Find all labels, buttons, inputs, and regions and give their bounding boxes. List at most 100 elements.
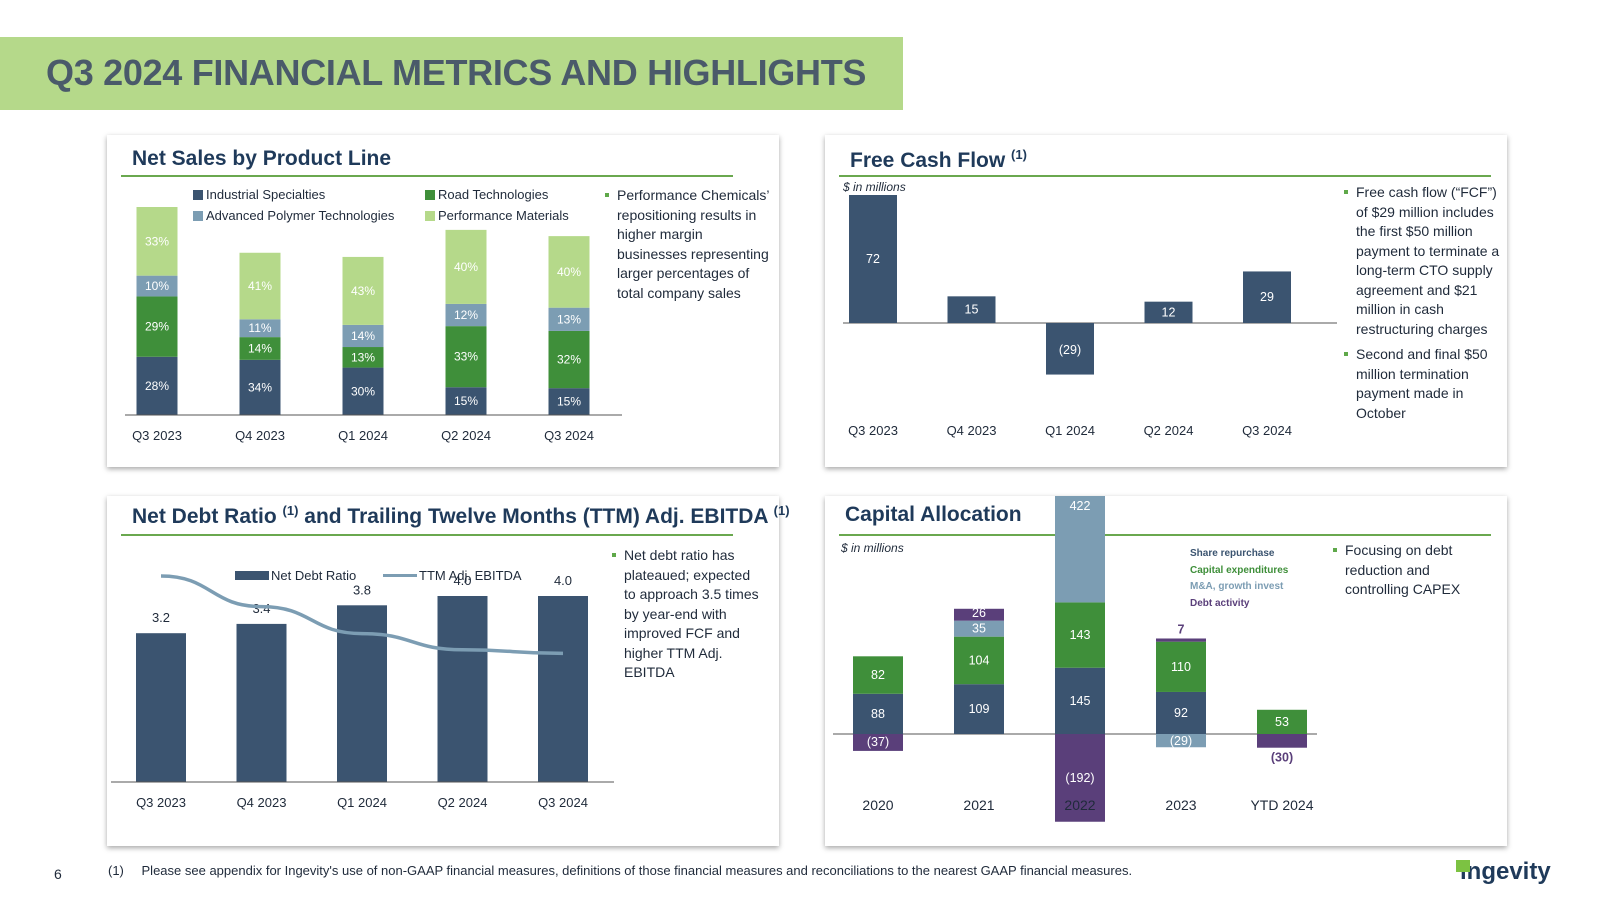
capital-bar-segment — [954, 620, 1004, 637]
fcf-chart: 72 Q3 2023 15 Q4 2023 (29) Q1 2024 12 Q2 2024 29… — [843, 195, 1337, 438]
x-tick-label: 2023 — [1165, 797, 1196, 813]
footnote-text: Please see appendix for Ingevity's use o… — [141, 863, 1133, 878]
data-label: 72 — [866, 252, 880, 266]
capital-bar-segment — [954, 636, 1004, 685]
data-label: 3.8 — [353, 582, 371, 597]
legend-swatch — [425, 211, 435, 221]
data-label: 7 — [1178, 622, 1185, 636]
net-debt-chart: 3.2 Q3 2023 3.4 Q4 2023 3.8 Q1 2024 4.0 Q2 2024… — [111, 573, 614, 810]
legend-swatch — [425, 190, 435, 200]
net-debt-title-a: Net Debt Ratio — [132, 505, 277, 528]
ttm-ebitda-line — [160, 574, 564, 656]
bar-segment — [445, 229, 487, 304]
capital-bar-segment — [1055, 734, 1105, 822]
data-label: 14% — [351, 329, 375, 343]
capital-legend: Share repurchase Capital expenditures M&… — [1190, 546, 1288, 612]
x-tick-label: Q1 2024 — [1045, 423, 1095, 438]
data-label: 29 — [1260, 290, 1274, 304]
capital-bar-segment — [954, 608, 1004, 621]
capital-bar-segment — [1156, 734, 1206, 748]
page-number: 6 — [54, 866, 62, 882]
legend-industrial-specialties: Industrial Specialties — [193, 187, 325, 202]
x-tick-label: Q1 2024 — [338, 428, 388, 443]
data-label: 32% — [557, 353, 581, 367]
capital-bar-segment — [1055, 667, 1105, 734]
x-tick-label: Q4 2023 — [237, 795, 287, 810]
x-tick-label: Q2 2024 — [441, 428, 491, 443]
legend-performance-materials: Performance Materials — [425, 208, 569, 223]
legend-label: Advanced Polymer Technologies — [206, 208, 395, 223]
capital-bar-segment — [1257, 734, 1307, 748]
bar-segment — [239, 252, 281, 320]
x-tick-label: Q3 2024 — [544, 428, 594, 443]
capital-bar-segment — [853, 693, 903, 734]
data-label: 33% — [145, 234, 169, 248]
footnote: (1) Please see appendix for Ingevity's u… — [108, 863, 1132, 878]
net-debt-bar — [538, 596, 588, 782]
net-debt-bar — [236, 623, 287, 782]
fcf-bar — [849, 195, 897, 323]
x-tick-label: 2022 — [1064, 797, 1095, 813]
legend-debt-activity: Debt activity — [1190, 597, 1250, 609]
data-label: 3.2 — [152, 610, 170, 625]
net-sales-title: Net Sales by Product Line — [132, 147, 392, 170]
capital-bar-segment — [1156, 638, 1206, 642]
data-label: 34% — [248, 380, 272, 394]
bar-segment — [342, 347, 384, 368]
capital-bar-segment — [1055, 496, 1105, 603]
net-sales-rule — [121, 175, 733, 177]
x-tick-label: Q2 2024 — [438, 795, 488, 810]
capital-note-item: Focusing on debt reduction and controlli… — [1333, 541, 1493, 600]
data-label: 35 — [972, 622, 986, 636]
capital-bar-segment — [1055, 602, 1105, 668]
capital-note: Focusing on debt reduction and controlli… — [1333, 541, 1493, 606]
data-label: 3.4 — [252, 601, 270, 616]
data-label: 29% — [145, 320, 169, 334]
net-debt-sup-b: (1) — [773, 503, 790, 518]
data-label: (30) — [1271, 751, 1293, 765]
data-label: 40% — [557, 265, 581, 279]
legend-label: Road Technologies — [438, 187, 549, 202]
x-tick-label: Q3 2023 — [848, 423, 898, 438]
legend-label: Net Debt Ratio — [271, 568, 357, 583]
capital-title: Capital Allocation — [845, 503, 1022, 526]
legend-advanced-polymer: Advanced Polymer Technologies — [193, 208, 394, 223]
bar-segment — [136, 296, 178, 357]
data-label: 145 — [1070, 694, 1091, 708]
legend-net-debt-ratio: Net Debt Ratio — [235, 568, 356, 583]
legend-ttm-ebitda: TTM Adj. EBITDA — [383, 568, 522, 583]
x-tick-label: Q3 2024 — [1242, 423, 1292, 438]
legend-swatch — [383, 574, 417, 577]
data-label: 33% — [454, 350, 478, 364]
capital-bar-segment — [853, 734, 903, 751]
data-label: 40% — [454, 260, 478, 274]
bar-segment — [239, 319, 281, 338]
x-tick-label: YTD 2024 — [1250, 797, 1313, 813]
fcf-title-sup: (1) — [1011, 147, 1027, 162]
page-title: Q3 2024 FINANCIAL METRICS AND HIGHLIGHTS — [46, 52, 867, 93]
fcf-panel: Free Cash Flow (1) $ in millions 72 Q3 20… — [825, 135, 1507, 467]
fcf-notes: Free cash flow (“FCF”) of $29 million in… — [1344, 183, 1502, 429]
capital-bar-segment — [1156, 641, 1206, 692]
data-label: 12% — [454, 308, 478, 322]
x-tick-label: Q3 2024 — [538, 795, 588, 810]
data-label: 82 — [871, 668, 885, 682]
capital-bar-segment — [954, 684, 1004, 734]
net-debt-bar — [437, 596, 488, 782]
fcf-title-text: Free Cash Flow — [850, 149, 1006, 172]
net-debt-panel: Net Debt Ratio (1) and Trailing Twelve M… — [107, 496, 790, 846]
bar-segment — [342, 367, 384, 415]
data-label: 30% — [351, 384, 375, 398]
fcf-bar — [947, 296, 996, 323]
net-debt-legend: Net Debt Ratio TTM Adj. EBITDA — [235, 568, 535, 586]
net-debt-title: Net Debt Ratio (1) and Trailing Twelve M… — [132, 503, 790, 529]
x-tick-label: Q3 2023 — [132, 428, 182, 443]
bar-segment — [239, 337, 281, 360]
data-label: 43% — [351, 284, 375, 298]
fcf-rule — [839, 175, 1491, 177]
data-label: 104 — [969, 653, 990, 667]
data-label: 143 — [1070, 628, 1091, 642]
legend-road-technologies: Road Technologies — [425, 187, 548, 202]
legend-ma-growth: M&A, growth invest — [1190, 581, 1284, 592]
capital-chart: 88 82 (37) 2020 109 104 35 26 2021 145 143 422 (192)… — [833, 496, 1317, 822]
